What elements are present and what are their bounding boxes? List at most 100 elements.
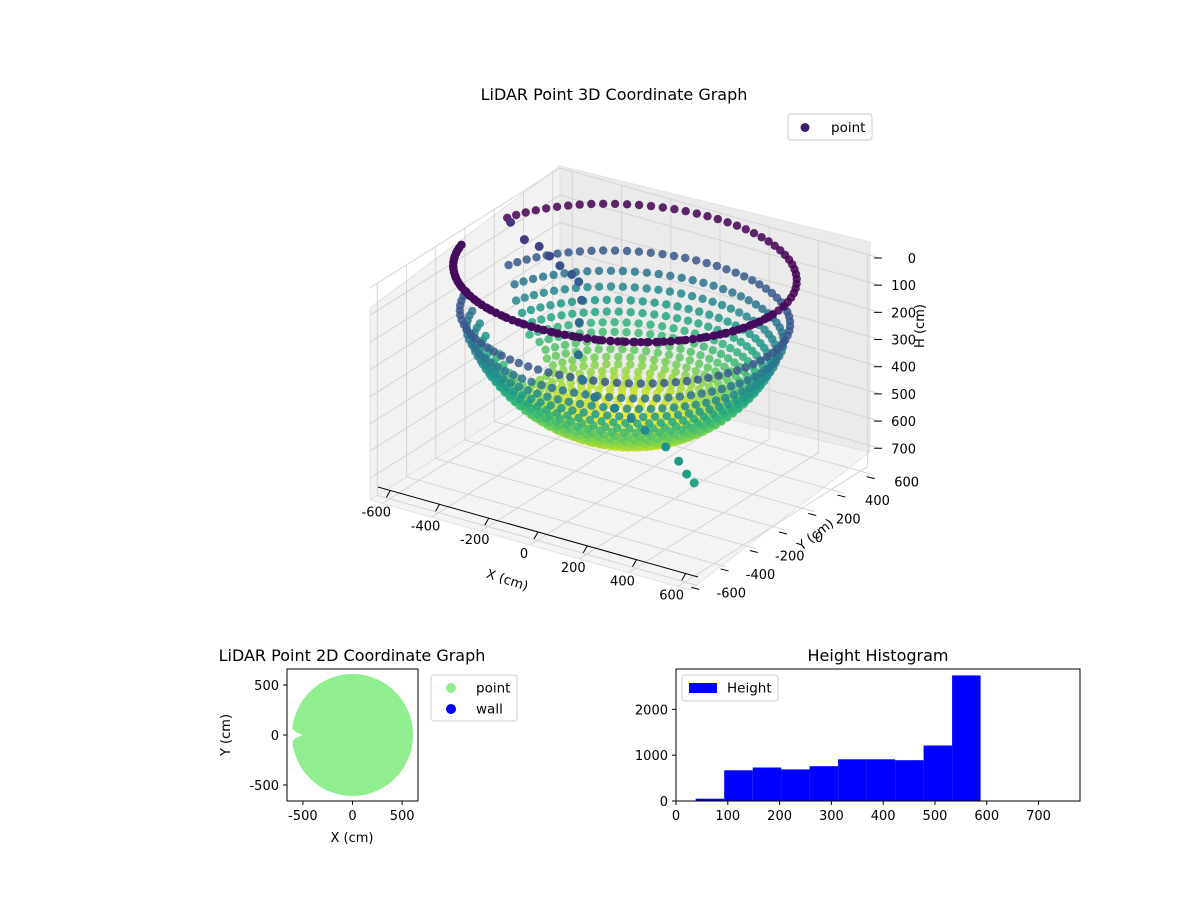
x-tick-label-hist: 100: [715, 809, 740, 824]
bowl-point: [735, 308, 744, 317]
x-tick-label-2d: -500: [288, 809, 318, 824]
bowl-point: [748, 276, 757, 285]
grid-line-z-3: [369, 248, 881, 370]
trail-point: [567, 269, 577, 279]
legend-histogram: Height: [681, 674, 779, 702]
bowl-point: [702, 398, 711, 407]
bowl-point: [675, 353, 684, 362]
bowl-point: [590, 296, 600, 305]
legend-histogram-swatch: [689, 683, 717, 693]
bowl-point: [586, 368, 595, 377]
bowl-point: [669, 403, 679, 412]
bowl-point: [551, 351, 561, 360]
bowl-point: [589, 376, 598, 385]
bowl-point: [510, 280, 519, 289]
bowl-point: [726, 382, 736, 391]
trail-point: [573, 350, 583, 360]
bowl-point: [568, 363, 578, 373]
bowl-point: [723, 369, 733, 378]
bowl-point: [609, 418, 618, 427]
bowl-point: [736, 292, 746, 301]
bowl-point: [756, 356, 765, 365]
bowl-point: [558, 358, 567, 367]
bowl-point: [757, 233, 766, 242]
bowl-point: [755, 280, 764, 289]
bowl-point: [640, 394, 650, 403]
rim-point: [546, 327, 556, 337]
bowl-point: [609, 366, 619, 376]
bowl-point: [564, 321, 573, 330]
bowl-point: [649, 363, 658, 372]
grid-line-z-7: [369, 357, 881, 479]
bowl-point: [656, 418, 665, 427]
bowl-point: [726, 304, 736, 313]
bowl-point: [712, 261, 722, 271]
rim-point: [560, 330, 570, 340]
histogram-bar-0: [695, 798, 725, 801]
bowl-point: [646, 201, 656, 211]
bowl-point: [744, 296, 753, 305]
bowl-point: [591, 410, 600, 419]
bowl-point: [638, 309, 647, 318]
x-tick-3d-1: [435, 504, 440, 512]
bowl-point: [705, 405, 714, 414]
rim-point: [629, 337, 638, 347]
bowl-point: [708, 346, 717, 355]
x-tick-label-2d: 500: [390, 809, 415, 824]
bowl-point: [677, 289, 686, 298]
rim-point: [764, 312, 773, 322]
bowl-point: [717, 300, 727, 310]
bowl-point: [658, 203, 667, 212]
bowl-point: [722, 265, 731, 274]
bowl-point: [642, 284, 651, 293]
axis-ticks-2d: -500 0 500 -500 0 500: [249, 679, 414, 824]
chart-histogram: Height Histogram 0 100 200 300 400 500 600 7000…: [635, 646, 1081, 824]
bowl-point: [735, 379, 744, 388]
z-tick-label-3d: 500: [891, 388, 916, 403]
bowl-point: [599, 402, 608, 412]
bowl-point: [670, 205, 679, 214]
bowl-point: [618, 345, 627, 354]
bowl-point: [586, 328, 596, 337]
bowl-point: [602, 295, 611, 305]
y-tick-label-3d: -200: [775, 549, 805, 564]
bowl-point: [548, 361, 558, 370]
trail-points: [506, 217, 699, 488]
histogram-bar-7: [895, 760, 924, 801]
x-axis-label-2d: X (cm): [331, 831, 374, 846]
bowl-point: [610, 318, 619, 327]
bowl-point: [557, 311, 566, 320]
y-tick-3d-3: [778, 531, 788, 535]
bowl-point: [560, 269, 569, 278]
bowl-point: [553, 249, 562, 258]
bowl-point: [634, 319, 643, 328]
bowl-point: [667, 417, 677, 427]
rim-point: [709, 331, 718, 340]
bowl-point: [732, 221, 742, 230]
bowl-point: [680, 326, 689, 335]
bowl-point: [527, 394, 536, 404]
bowl-point: [630, 283, 639, 292]
bowl-point: [544, 368, 553, 377]
bowl-point: [749, 229, 759, 238]
y-tick-label-3d: -400: [746, 568, 776, 583]
y-tick-3d-0: [691, 586, 700, 590]
bowl-point: [692, 209, 701, 218]
grid-3d: [369, 167, 881, 587]
rim-point: [613, 337, 622, 346]
grid-line-y-4: [493, 209, 815, 513]
x-tick-3d-0: [385, 490, 391, 498]
rim-point: [651, 337, 661, 347]
bowl-point: [694, 319, 703, 328]
bowl-point: [678, 416, 688, 425]
histogram-bar-3: [781, 769, 810, 801]
bowl-point: [728, 288, 737, 297]
bowl-point: [529, 290, 539, 300]
bowl-point: [568, 356, 577, 365]
bowl-point: [666, 271, 675, 280]
bowl-point: [569, 388, 579, 397]
bowl-point: [704, 322, 713, 331]
legend-2d-point-label: point: [476, 681, 510, 697]
bowl-point: [733, 348, 742, 357]
trail-point: [640, 425, 650, 435]
